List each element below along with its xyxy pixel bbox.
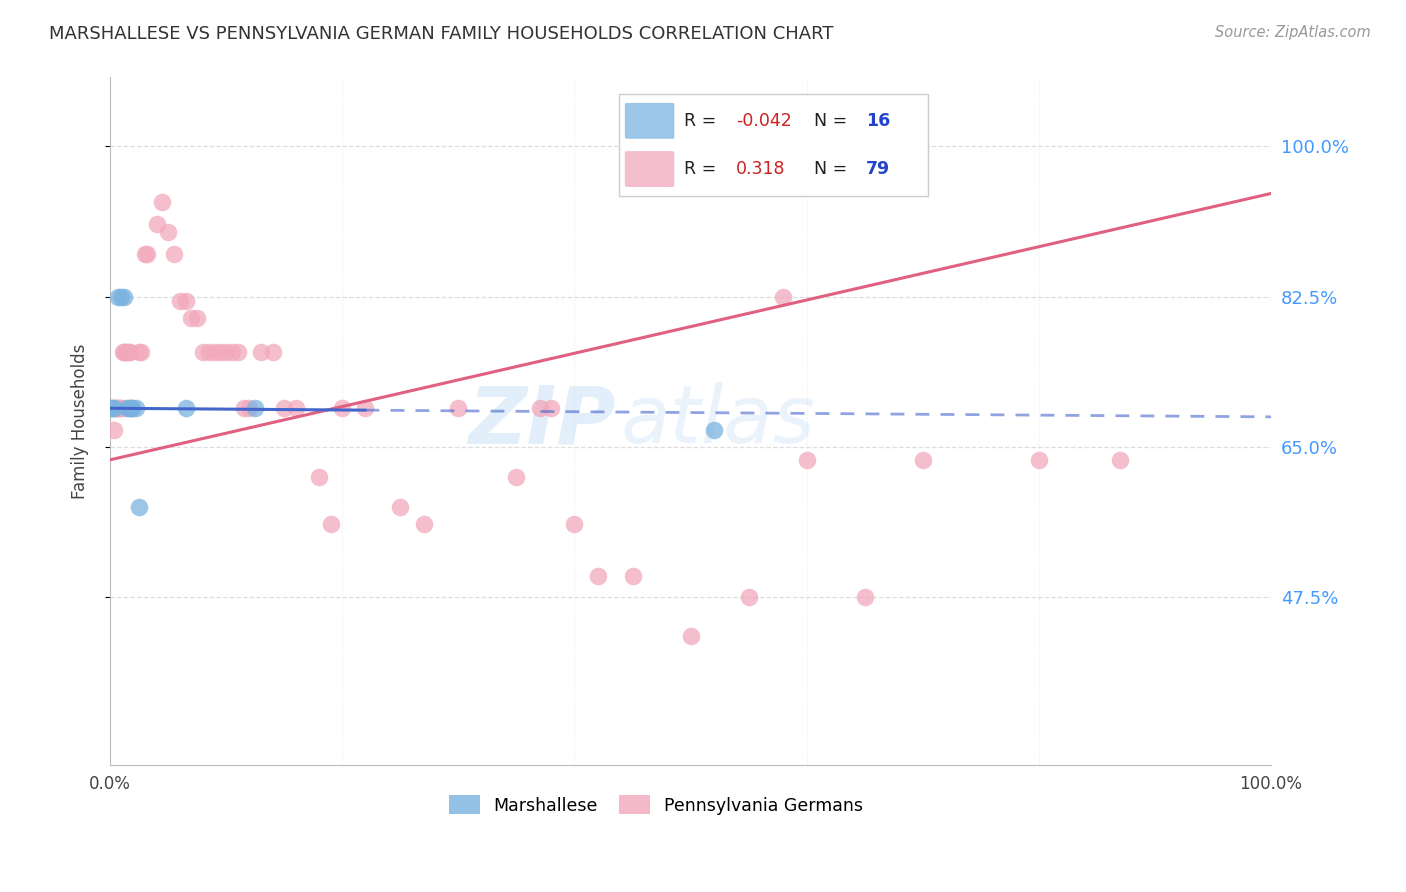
Point	[120, 401, 142, 416]
Point	[157, 225, 180, 239]
Point	[121, 401, 143, 416]
Text: Source: ZipAtlas.com: Source: ZipAtlas.com	[1215, 25, 1371, 40]
Point	[186, 311, 208, 326]
Point	[330, 401, 353, 416]
Point	[163, 246, 186, 260]
Point	[120, 401, 142, 416]
Point	[118, 345, 141, 359]
FancyBboxPatch shape	[624, 103, 675, 139]
Point	[204, 345, 226, 359]
Point	[104, 401, 127, 416]
Point	[215, 345, 238, 359]
Point	[284, 401, 307, 416]
Point	[191, 345, 214, 359]
Point	[221, 345, 243, 359]
Point	[796, 452, 818, 467]
Text: MARSHALLESE VS PENNSYLVANIA GERMAN FAMILY HOUSEHOLDS CORRELATION CHART: MARSHALLESE VS PENNSYLVANIA GERMAN FAMIL…	[49, 25, 834, 43]
Point	[853, 591, 876, 605]
Point	[621, 569, 644, 583]
Point	[174, 293, 197, 308]
Point	[108, 401, 131, 416]
Y-axis label: Family Households: Family Households	[72, 343, 89, 499]
FancyBboxPatch shape	[624, 151, 675, 187]
Point	[308, 470, 330, 484]
Point	[564, 517, 586, 532]
Point	[250, 345, 273, 359]
Point	[319, 517, 342, 532]
Point	[1109, 452, 1132, 467]
Point	[586, 569, 609, 583]
Point	[226, 345, 249, 359]
Point	[737, 591, 759, 605]
Point	[121, 401, 143, 416]
Point	[150, 194, 173, 209]
Point	[772, 289, 794, 303]
Point	[105, 401, 128, 416]
Point	[145, 217, 167, 231]
Text: R =: R =	[683, 160, 716, 178]
Point	[679, 629, 702, 643]
Point	[100, 401, 122, 416]
Point	[112, 289, 135, 303]
Point	[273, 401, 295, 416]
Text: 0.318: 0.318	[737, 160, 786, 178]
Point	[174, 401, 197, 416]
Point	[110, 401, 132, 416]
Point	[232, 401, 254, 416]
Point	[115, 345, 138, 359]
Point	[911, 452, 934, 467]
Point	[104, 401, 127, 416]
Point	[529, 401, 551, 416]
Point	[412, 517, 434, 532]
Point	[197, 345, 219, 359]
Point	[136, 246, 159, 260]
Point	[447, 401, 470, 416]
Text: 79: 79	[866, 160, 890, 178]
Point	[128, 500, 150, 514]
Point	[111, 345, 134, 359]
Point	[124, 401, 146, 416]
Point	[103, 423, 125, 437]
Point	[389, 500, 412, 514]
Point	[134, 246, 156, 260]
Point	[505, 470, 527, 484]
Text: N =: N =	[814, 160, 846, 178]
Point	[118, 345, 141, 359]
Text: N =: N =	[814, 112, 846, 130]
Point	[112, 345, 135, 359]
Point	[114, 345, 136, 359]
Point	[101, 401, 124, 416]
Point	[245, 401, 267, 416]
Text: ZIP: ZIP	[468, 382, 614, 460]
Point	[101, 401, 124, 416]
Point	[180, 311, 202, 326]
Point	[131, 345, 153, 359]
Text: 16: 16	[866, 112, 890, 130]
Point	[540, 401, 562, 416]
Point	[111, 401, 134, 416]
Point	[262, 345, 284, 359]
Point	[110, 289, 132, 303]
Point	[1028, 452, 1050, 467]
Point	[117, 345, 139, 359]
Point	[354, 401, 377, 416]
Point	[107, 401, 129, 416]
Point	[117, 401, 139, 416]
Text: -0.042: -0.042	[737, 112, 792, 130]
Point	[107, 289, 129, 303]
Point	[703, 423, 725, 437]
Point	[103, 401, 125, 416]
Point	[118, 401, 141, 416]
Text: R =: R =	[683, 112, 716, 130]
Point	[238, 401, 260, 416]
Text: atlas: atlas	[621, 382, 815, 460]
Legend: Marshallese, Pennsylvania Germans: Marshallese, Pennsylvania Germans	[449, 796, 863, 814]
FancyBboxPatch shape	[619, 94, 928, 196]
Point	[128, 345, 150, 359]
Point	[209, 345, 232, 359]
Point	[169, 293, 191, 308]
